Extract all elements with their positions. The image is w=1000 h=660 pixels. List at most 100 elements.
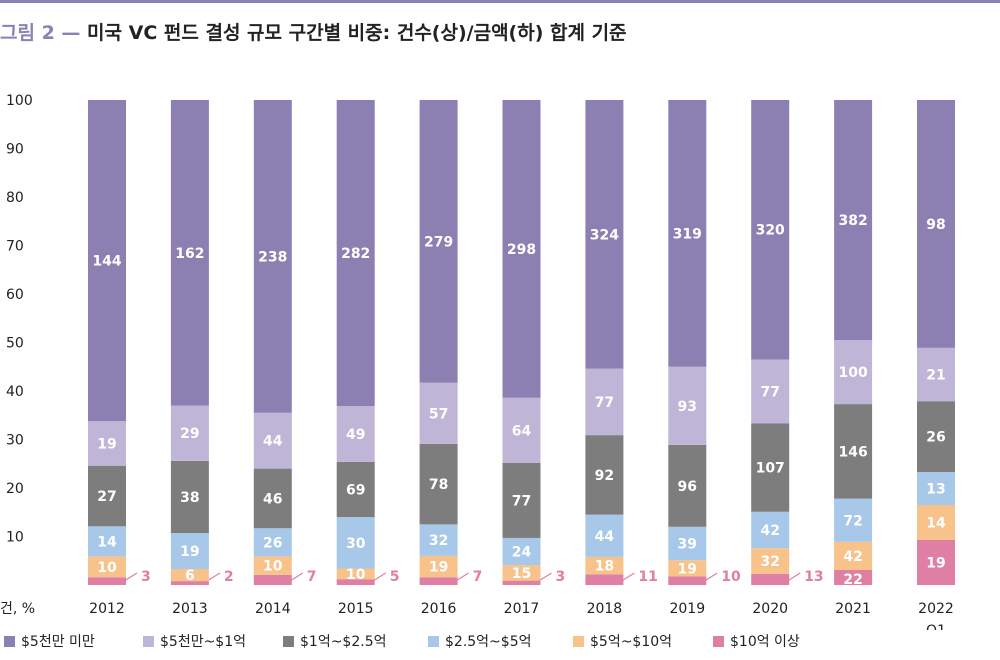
callout-line [700,572,718,584]
bar-segment [419,524,458,556]
y-tick-label: 30 [6,433,24,449]
bar-segment [917,401,955,472]
x-tick-label: 2018 [587,601,623,617]
callout-line [618,572,635,584]
data-label: 10 [97,560,117,576]
bar-segment [917,504,955,540]
data-label: 146 [838,444,867,460]
callout-line [203,572,221,584]
figure-label: 그림 2 [0,22,55,44]
data-label: 19 [429,560,448,576]
legend-item: $1억~$2.5억 [283,631,386,651]
data-label: 92 [595,468,614,484]
data-label: 32 [760,554,779,570]
bar-segment [336,406,375,462]
data-label: 44 [595,529,615,545]
bar-segment [834,340,873,405]
data-label: 38 [180,490,199,506]
bar-segment [751,423,790,512]
bar-segment [88,421,126,466]
bar-segment [419,382,458,444]
bar-segment [502,462,541,538]
legend-item: $5억~$10억 [573,631,672,651]
bar-segment [668,526,707,561]
data-label: 64 [512,423,532,439]
legend-label: $5억~$10억 [590,634,673,650]
data-label: 238 [258,249,287,265]
y-tick-label: 70 [6,239,24,255]
bar-segment [88,577,126,585]
data-label: 44 [263,434,283,450]
data-label: 93 [678,399,697,415]
data-label: 49 [346,427,365,443]
bar-segment [834,541,873,570]
data-label: 96 [678,479,697,495]
bar-segment [917,100,955,348]
x-tick-label: 2020 [752,601,788,617]
legend-item: $5천만~$1억 [143,631,246,651]
y-tick-label: 100 [6,93,33,109]
legend: $5천만 미만 $5천만~$1억 $1억~$2.5억 $2.5억~$5억 $5억~$10… [0,631,1000,655]
bar-segment [502,537,541,566]
data-label: 19 [97,436,116,452]
bar-segment [88,556,126,578]
legend-item: $2.5억~$5억 [428,631,531,651]
x-tick-label: 2019 [669,601,705,617]
data-label: 19 [678,561,697,577]
data-label: 5 [390,569,400,585]
data-label: 279 [424,234,453,250]
data-label: 98 [926,217,945,233]
data-label: 21 [926,368,945,384]
bar-segment [88,465,126,527]
bar-segment [585,514,624,557]
bar-segment [585,100,624,369]
data-label: 32 [429,533,448,549]
data-label: 107 [756,461,785,477]
bar-segment [336,579,375,585]
bar-segment [834,498,873,542]
title-text: 미국 VC 펀드 결성 규모 구간별 비중: 건수(상)/금액(하) 합계 기준 [87,22,627,44]
data-label: 298 [507,242,536,258]
data-label: 320 [756,223,785,239]
bar-segment [502,580,541,585]
data-label: 24 [512,545,532,561]
bar-segment [585,574,624,585]
bar-segment [253,574,292,585]
bar-segment [585,435,624,515]
data-label: 14 [97,534,117,550]
y-tick-label: 50 [6,336,24,352]
x-tick-label: 2022Q1 [918,601,954,630]
bar-segment [253,528,292,557]
data-label: 2 [224,569,234,585]
data-label: 69 [346,482,365,498]
bar-segment [751,548,790,574]
stacked-bar-chart: 10 20 30 40 50 60 70 80 90 100 건, % 2012 2013 2014 201… [0,93,955,630]
data-label: 42 [843,549,862,565]
bar-segment [419,100,458,383]
bar-segment [668,576,707,585]
data-label: 77 [595,395,614,411]
x-tick-label: 2014 [255,601,291,617]
title-separator: — [61,22,81,44]
y-tick-label: 90 [6,142,24,158]
data-label: 6 [185,568,195,584]
bar-segment [170,460,209,534]
x-tick-label: 2012 [89,601,125,617]
bar-segment [170,581,209,585]
callout-line [783,572,801,584]
data-label: 13 [926,481,945,497]
bar-segment [419,555,458,578]
x-tick-label: 2013 [172,601,208,617]
data-label: 15 [512,566,531,582]
data-label: 10 [721,569,741,585]
data-label: 42 [760,523,779,539]
bar-segment [751,100,790,360]
y-tick-label: 60 [6,287,24,303]
data-label: 77 [760,384,779,400]
data-label: 29 [180,426,199,442]
data-label: 26 [926,430,945,446]
data-label: 319 [673,226,702,242]
data-label: 19 [926,555,945,571]
top-rule [0,0,1000,3]
bar-segment [170,100,209,406]
